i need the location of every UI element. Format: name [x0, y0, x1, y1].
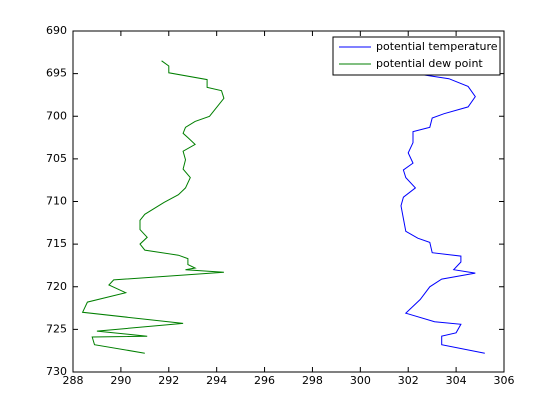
data-line — [81, 60, 225, 354]
y-tick-label: 720 — [46, 280, 67, 293]
data-line — [400, 73, 485, 354]
y-tick-label: 710 — [46, 195, 67, 208]
x-tick-label: 288 — [63, 374, 84, 387]
y-tick-label: 690 — [46, 24, 67, 37]
y-tick-label: 730 — [46, 365, 67, 378]
x-tick-label: 306 — [494, 374, 515, 387]
legend-box — [332, 36, 501, 76]
x-tick-label: 300 — [350, 374, 371, 387]
y-tick-label: 705 — [46, 152, 67, 165]
legend-label: potential temperature — [376, 40, 498, 53]
x-tick-label: 294 — [206, 374, 227, 387]
y-tick-label: 700 — [46, 109, 67, 122]
x-tick-label: 304 — [446, 374, 467, 387]
x-tick-label: 296 — [254, 374, 275, 387]
y-tick-label: 695 — [46, 67, 67, 80]
plot-frame — [72, 30, 505, 373]
x-tick-label: 290 — [110, 374, 131, 387]
x-tick-label: 292 — [158, 374, 179, 387]
x-tick-label: 302 — [398, 374, 419, 387]
legend-label: potential dew point — [376, 57, 483, 70]
y-tick-label: 715 — [46, 237, 67, 250]
y-tick-label: 725 — [46, 322, 67, 335]
x-tick-label: 298 — [302, 374, 323, 387]
